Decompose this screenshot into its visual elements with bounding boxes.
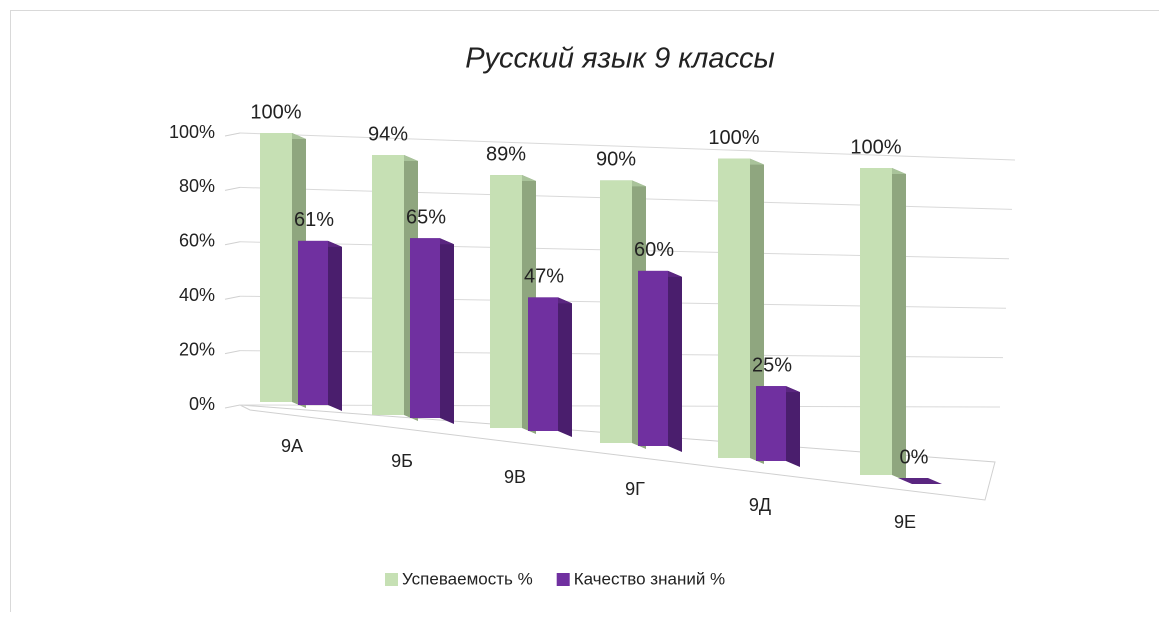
data-label: 60%: [634, 239, 674, 261]
data-label: 25%: [752, 354, 792, 376]
tick-mark: [225, 405, 240, 408]
legend-label: Качество знаний %: [574, 569, 725, 588]
bar-side: [892, 168, 906, 481]
y-tick-label: 100%: [169, 122, 215, 142]
data-label: 47%: [524, 266, 564, 288]
bar: [638, 271, 668, 446]
tick-mark: [225, 187, 240, 190]
bar-side: [440, 238, 454, 424]
legend-label: Успеваемость %: [402, 569, 533, 588]
data-label: 0%: [900, 446, 929, 468]
bar: [860, 168, 892, 475]
x-tick-label: 9Е: [894, 512, 916, 532]
data-label: 94%: [368, 123, 408, 145]
legend-swatch: [557, 573, 570, 586]
bar: [260, 133, 292, 402]
bar-side: [558, 297, 572, 437]
bar: [490, 175, 522, 428]
chart-title: Русский язык 9 классы: [465, 43, 775, 75]
data-label: 65%: [406, 206, 446, 228]
bar-top: [898, 478, 942, 484]
data-label: 100%: [850, 136, 901, 158]
y-tick-label: 0%: [189, 394, 215, 414]
data-label: 100%: [250, 101, 301, 123]
legend-swatch: [385, 573, 398, 586]
bar-side: [328, 241, 342, 411]
bar-side: [668, 271, 682, 452]
bar: [600, 180, 632, 443]
data-label: 90%: [596, 149, 636, 171]
y-tick-label: 60%: [179, 231, 215, 251]
bar: [410, 238, 440, 418]
tick-mark: [225, 242, 240, 245]
bar-side: [786, 386, 800, 467]
y-tick-label: 20%: [179, 339, 215, 359]
y-tick-label: 40%: [179, 285, 215, 305]
x-tick-label: 9Г: [625, 479, 645, 499]
bar: [718, 159, 750, 458]
tick-mark: [225, 296, 240, 299]
x-tick-label: 9А: [281, 436, 303, 456]
bar: [298, 241, 328, 405]
y-tick-label: 80%: [179, 176, 215, 196]
tick-mark: [225, 351, 240, 354]
data-label: 100%: [708, 127, 759, 149]
x-tick-label: 9Д: [749, 495, 771, 515]
tick-mark: [225, 133, 240, 136]
chart-frame: [11, 11, 1159, 613]
x-tick-label: 9Б: [391, 451, 413, 471]
bar: [528, 297, 558, 431]
bar: [756, 386, 786, 461]
x-tick-label: 9В: [504, 467, 526, 487]
data-label: 89%: [486, 143, 526, 165]
data-label: 61%: [294, 209, 334, 231]
bar: [372, 155, 404, 415]
